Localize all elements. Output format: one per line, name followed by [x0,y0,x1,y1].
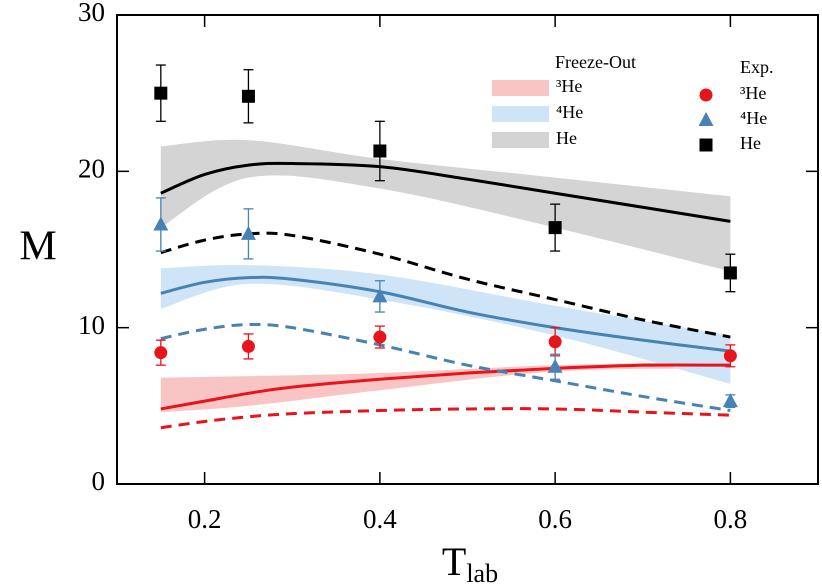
legend-label: ³He [556,76,582,96]
band [160,139,731,272]
legend-title: Exp. [740,57,774,77]
plot-frame [116,14,819,485]
point [240,225,256,240]
y-tick-label: 20 [78,154,105,184]
x-tick-label: 0.8 [714,504,748,534]
point [154,86,168,100]
point [373,330,387,344]
y-tick-label: 0 [92,466,106,496]
line [160,407,731,430]
y-tick-label: 10 [78,310,105,340]
legend-title: Freeze-Out [555,52,636,72]
legend-swatch [492,80,549,96]
point [547,358,563,373]
band [160,362,731,413]
x-axis-label-main: T [442,539,466,584]
legend-swatch [492,132,549,148]
band [160,264,731,384]
x-tick-label: 0.6 [538,504,572,534]
line [160,363,731,411]
point [548,221,562,235]
line [160,161,731,223]
point [154,346,168,360]
point [241,89,255,103]
point [372,288,388,303]
legend-label: ³He [740,83,766,103]
legend-marker [698,112,714,126]
legend-label: He [740,133,761,153]
line [160,322,731,413]
legend-swatch [492,106,549,122]
y-tick-label: 30 [78,0,105,27]
point [548,335,562,349]
legend-label: ⁴He [556,102,583,122]
point [241,339,255,353]
line [160,231,731,339]
point [153,216,169,231]
x-tick-label: 0.4 [363,504,397,534]
line [160,275,731,353]
y-axis-label: M [19,224,56,270]
x-axis-label-sub: lab [466,559,498,588]
legend-marker [699,138,713,152]
point [722,393,738,408]
point [723,266,737,280]
x-tick-label: 0.2 [188,504,222,534]
legend-label: ⁴He [740,108,767,128]
point [373,144,387,158]
x-axis-label: Tlab [442,539,498,588]
legend-marker [699,88,713,102]
legend-label: He [556,128,577,148]
point [723,349,737,363]
